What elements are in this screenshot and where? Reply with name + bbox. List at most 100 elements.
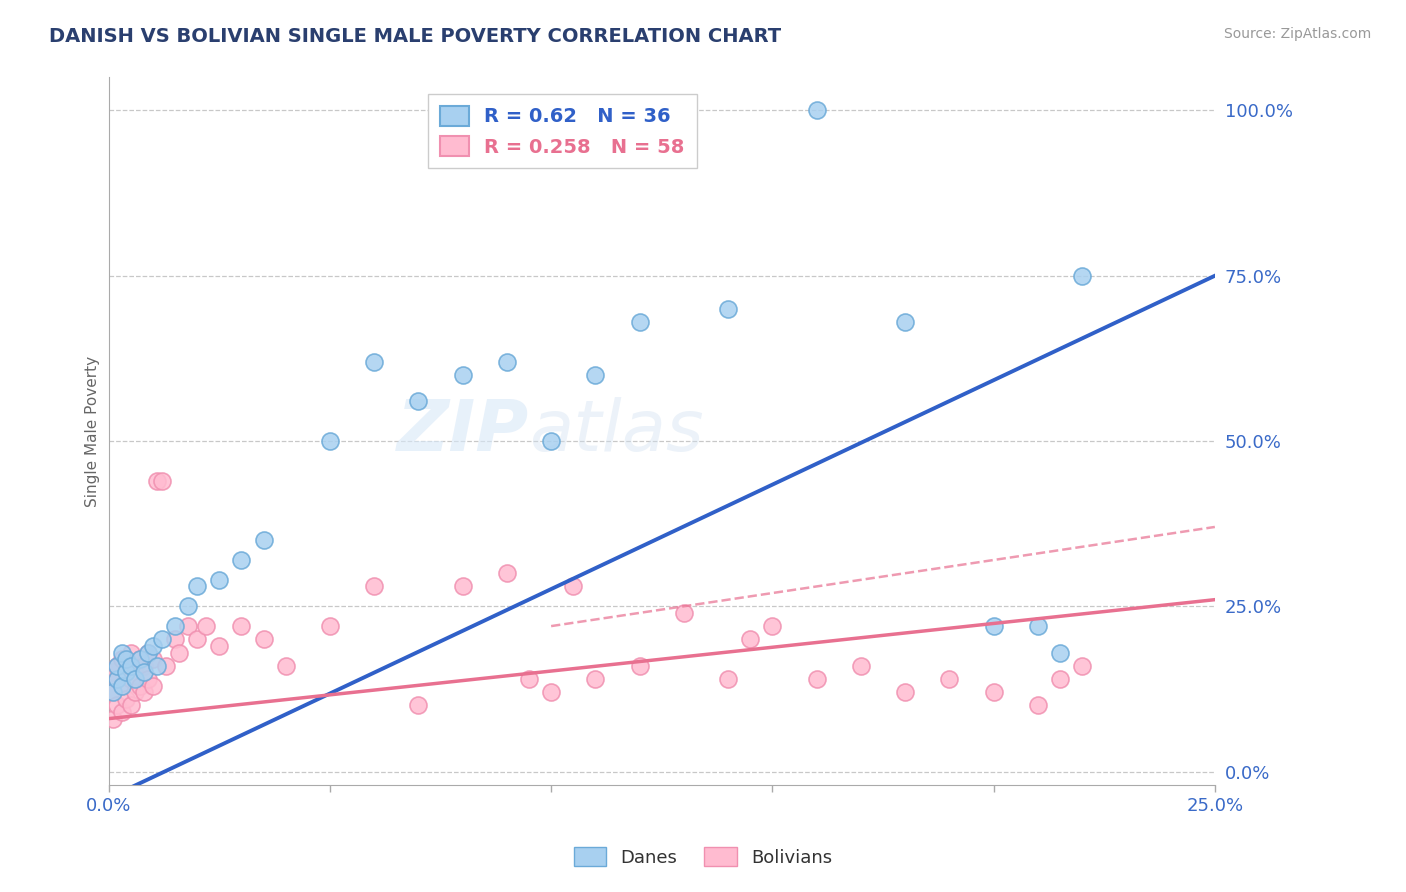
Point: [274, 658, 297, 673]
Point: [115, 652, 138, 666]
Point: [849, 658, 872, 673]
Point: [319, 619, 342, 633]
Point: [115, 665, 138, 680]
Text: atlas: atlas: [529, 397, 703, 466]
Point: [111, 679, 134, 693]
Point: [363, 354, 385, 368]
Point: [231, 553, 253, 567]
Point: [111, 652, 134, 666]
Point: [111, 679, 134, 693]
Point: [124, 685, 146, 699]
Point: [628, 658, 651, 673]
Point: [124, 672, 146, 686]
Point: [120, 672, 142, 686]
Point: [806, 103, 828, 118]
Point: [124, 658, 146, 673]
Point: [195, 619, 218, 633]
Point: [138, 646, 160, 660]
Point: [107, 698, 129, 713]
Point: [150, 474, 173, 488]
Point: [177, 619, 200, 633]
Point: [740, 632, 762, 647]
Point: [761, 619, 783, 633]
Point: [363, 579, 385, 593]
Point: [583, 672, 606, 686]
Text: ZIP: ZIP: [396, 397, 529, 466]
Point: [115, 665, 138, 680]
Point: [107, 672, 129, 686]
Point: [252, 533, 274, 548]
Point: [132, 658, 155, 673]
Point: [186, 579, 208, 593]
Point: [540, 434, 562, 448]
Point: [128, 679, 150, 693]
Point: [208, 639, 231, 653]
Point: [146, 474, 169, 488]
Point: [894, 315, 917, 329]
Point: [120, 646, 142, 660]
Point: [132, 665, 155, 680]
Point: [1049, 646, 1071, 660]
Point: [146, 658, 169, 673]
Point: [132, 685, 155, 699]
Point: [1071, 658, 1094, 673]
Point: [231, 619, 253, 633]
Point: [938, 672, 960, 686]
Point: [208, 573, 231, 587]
Point: [101, 685, 124, 699]
Point: [894, 685, 917, 699]
Point: [150, 632, 173, 647]
Point: [107, 658, 129, 673]
Point: [128, 652, 150, 666]
Point: [115, 691, 138, 706]
Point: [163, 632, 186, 647]
Point: [177, 599, 200, 614]
Point: [120, 658, 142, 673]
Point: [672, 606, 695, 620]
Point: [1049, 672, 1071, 686]
Point: [319, 434, 342, 448]
Point: [107, 672, 129, 686]
Legend: R = 0.62   N = 36, R = 0.258   N = 58: R = 0.62 N = 36, R = 0.258 N = 58: [427, 95, 696, 169]
Point: [983, 619, 1005, 633]
Text: DANISH VS BOLIVIAN SINGLE MALE POVERTY CORRELATION CHART: DANISH VS BOLIVIAN SINGLE MALE POVERTY C…: [49, 27, 782, 45]
Point: [806, 672, 828, 686]
Y-axis label: Single Male Poverty: Single Male Poverty: [86, 356, 100, 507]
Point: [983, 685, 1005, 699]
Point: [163, 619, 186, 633]
Point: [111, 646, 134, 660]
Point: [540, 685, 562, 699]
Point: [1071, 268, 1094, 283]
Point: [101, 712, 124, 726]
Point: [496, 354, 519, 368]
Point: [107, 658, 129, 673]
Point: [138, 672, 160, 686]
Point: [408, 698, 430, 713]
Point: [408, 394, 430, 409]
Point: [101, 665, 124, 680]
Point: [562, 579, 585, 593]
Point: [128, 652, 150, 666]
Point: [451, 579, 474, 593]
Point: [101, 685, 124, 699]
Point: [717, 672, 740, 686]
Point: [120, 698, 142, 713]
Point: [169, 646, 191, 660]
Point: [1026, 619, 1049, 633]
Point: [451, 368, 474, 382]
Point: [496, 566, 519, 581]
Point: [583, 368, 606, 382]
Point: [142, 652, 165, 666]
Legend: Danes, Bolivians: Danes, Bolivians: [567, 840, 839, 874]
Point: [142, 679, 165, 693]
Point: [628, 315, 651, 329]
Point: [138, 646, 160, 660]
Point: [252, 632, 274, 647]
Point: [1026, 698, 1049, 713]
Point: [517, 672, 540, 686]
Point: [186, 632, 208, 647]
Text: Source: ZipAtlas.com: Source: ZipAtlas.com: [1223, 27, 1371, 41]
Point: [142, 639, 165, 653]
Point: [155, 658, 177, 673]
Point: [111, 705, 134, 719]
